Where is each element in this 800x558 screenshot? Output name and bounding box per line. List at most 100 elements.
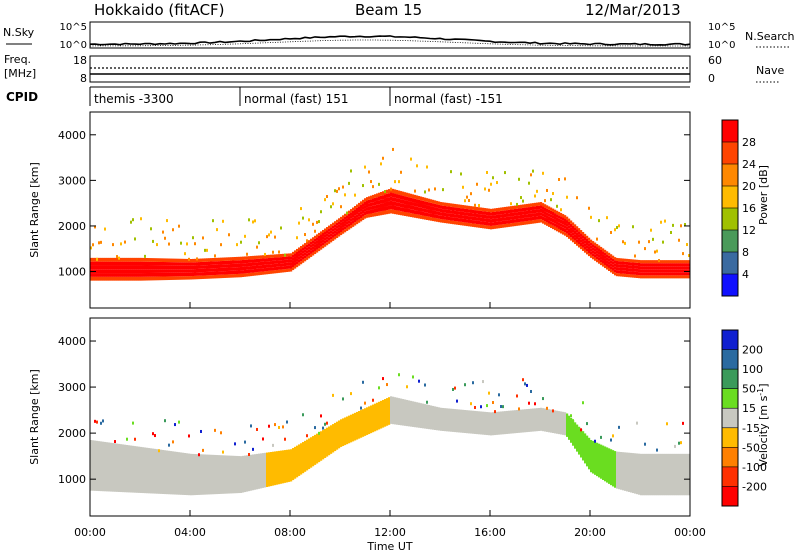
power-cell <box>380 211 383 216</box>
velocity-cell <box>298 444 301 476</box>
power-cell <box>450 220 453 224</box>
power-cell <box>248 269 251 273</box>
power-cell <box>268 261 271 265</box>
power-cell <box>210 258 213 262</box>
power-cell <box>486 218 489 222</box>
power-cell <box>562 227 565 232</box>
power-scatter <box>624 241 626 245</box>
power-cell <box>138 257 141 262</box>
power-cell <box>338 227 341 231</box>
power-scatter <box>424 190 426 194</box>
power-cell <box>588 240 591 244</box>
power-cell <box>124 265 127 270</box>
power-cell <box>672 263 675 267</box>
power-cell <box>684 263 687 267</box>
power-cell <box>456 217 459 222</box>
x-tick-label: 16:00 <box>474 526 506 539</box>
velocity-cell <box>284 450 287 483</box>
power-cell <box>268 270 271 275</box>
power-cell <box>140 257 143 262</box>
power-cell <box>592 253 595 257</box>
velocity-cell <box>640 453 643 496</box>
power-cell <box>158 272 161 277</box>
power-cell <box>462 222 465 226</box>
power-scatter <box>284 253 286 257</box>
velocity-cell <box>578 426 581 455</box>
velocity-cell <box>516 410 519 434</box>
velocity-cell <box>402 399 405 426</box>
power-cell <box>136 273 139 277</box>
power-cell <box>496 211 499 215</box>
power-cell <box>650 263 653 267</box>
velocity-cell <box>188 453 191 496</box>
power-cell <box>140 265 143 270</box>
power-cell <box>674 275 677 279</box>
power-scatter <box>556 204 558 208</box>
power-cell <box>546 205 549 209</box>
velocity-cell <box>164 450 167 495</box>
power-cell <box>670 266 673 270</box>
power-cell <box>534 219 537 224</box>
velocity-cell <box>300 443 303 475</box>
power-cell <box>438 208 441 212</box>
power-scatter <box>96 257 98 261</box>
velocity-cell <box>560 411 563 435</box>
velocity-scatter <box>472 381 474 385</box>
velocity-scatter <box>522 378 524 382</box>
power-cell <box>522 204 525 208</box>
velocity-colorbar-cell <box>722 388 738 409</box>
velocity-cell <box>476 411 479 435</box>
power-cell <box>438 218 441 223</box>
power-cell <box>206 268 209 272</box>
power-cell <box>298 256 301 260</box>
noise-left-label: N.Sky <box>3 26 35 39</box>
power-cell <box>236 260 239 264</box>
noise-right-tick-bottom: 10^0 <box>708 40 735 51</box>
power-cell <box>640 275 643 279</box>
power-cell <box>520 204 523 209</box>
power-cell <box>240 263 243 267</box>
power-cell <box>302 250 305 254</box>
power-cell <box>498 207 501 212</box>
power-cell <box>366 207 369 211</box>
velocity-scatter <box>488 391 490 395</box>
power-cell <box>368 206 371 211</box>
power-cell <box>544 204 547 208</box>
power-cell <box>326 233 329 237</box>
velocity-cell <box>232 455 235 494</box>
velocity-scatter <box>500 405 502 409</box>
power-cell <box>418 207 421 212</box>
power-cell <box>642 263 645 267</box>
power-cell <box>272 257 275 261</box>
velocity-scatter <box>456 399 458 403</box>
velocity-scatter <box>158 449 160 453</box>
power-cell <box>688 269 690 273</box>
power-cell <box>348 223 351 227</box>
velocity-cell <box>394 397 397 425</box>
power-cell <box>424 208 427 213</box>
power-cell <box>470 223 473 227</box>
power-scatter <box>546 188 548 192</box>
power-colorbar-tick-label: 24 <box>742 158 756 171</box>
power-cell <box>558 228 561 233</box>
power-cell <box>644 263 647 267</box>
velocity-cell <box>404 399 407 426</box>
power-cell <box>460 221 463 226</box>
power-cell <box>222 264 225 268</box>
power-cell <box>92 265 95 270</box>
power-cell <box>656 263 659 267</box>
velocity-cell <box>184 453 187 496</box>
power-cell <box>462 215 465 219</box>
power-cell <box>172 262 175 266</box>
velocity-scatter <box>262 437 264 441</box>
power-cell <box>324 228 327 232</box>
power-cell <box>446 219 449 224</box>
power-cell <box>306 241 309 245</box>
power-cell <box>294 262 297 266</box>
velocity-cell <box>358 411 361 439</box>
velocity-cell <box>198 454 201 495</box>
power-cell <box>644 260 647 264</box>
power-scatter <box>380 162 382 166</box>
power-scatter <box>576 196 578 200</box>
power-cell <box>192 269 195 273</box>
